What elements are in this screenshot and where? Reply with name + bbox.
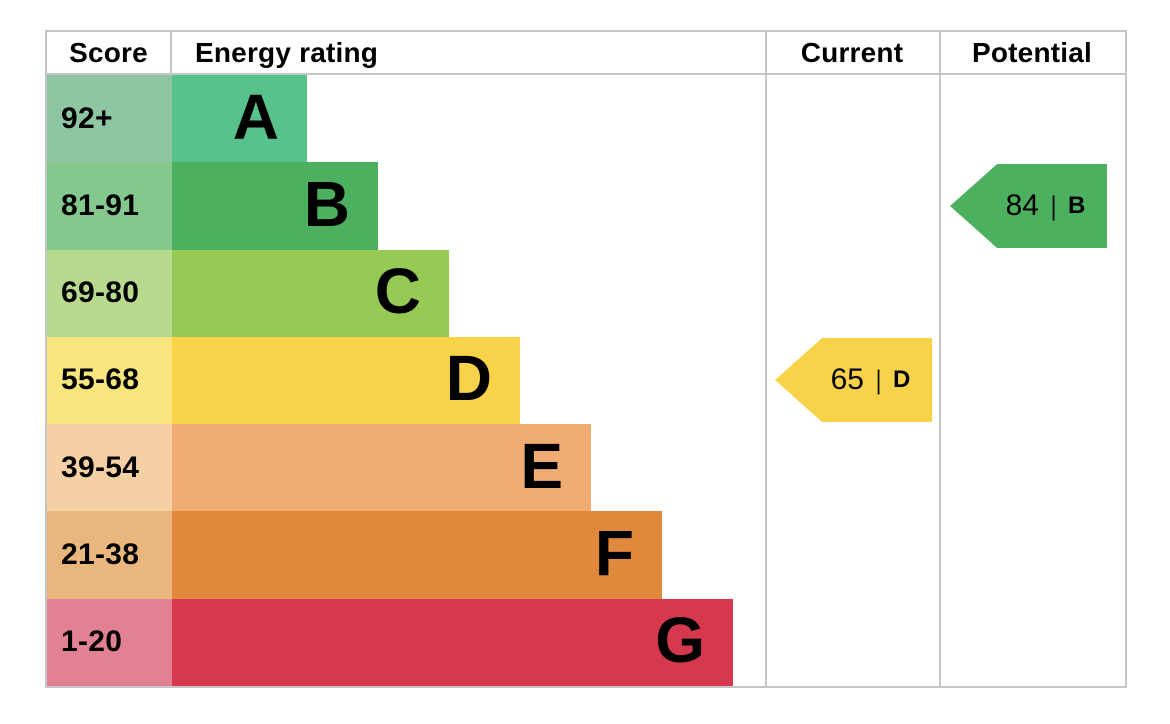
rating-bar-g: G — [172, 598, 733, 686]
score-cell: 21-38 — [47, 511, 172, 599]
rating-bar-a: A — [172, 75, 307, 163]
epc-table: Score Energy rating Current Potential 92… — [45, 30, 1127, 688]
band-row-f: 21-38 F — [47, 511, 1125, 599]
rating-bar-c: C — [172, 249, 449, 337]
rating-letter: E — [520, 429, 563, 502]
arrow-separator: | — [1050, 190, 1057, 221]
band-row-b: 81-91 B — [47, 162, 1125, 250]
score-cell: 81-91 — [47, 162, 172, 250]
rating-letter: A — [232, 80, 279, 153]
band-row-e: 39-54 E — [47, 424, 1125, 512]
band-row-c: 69-80 C — [47, 249, 1125, 337]
score-cell: 39-54 — [47, 424, 172, 512]
rating-bar-d: D — [172, 336, 520, 425]
band-row-a: 92+ A — [47, 75, 1125, 163]
current-score-value: 65 — [830, 363, 864, 396]
header-potential: Potential — [971, 36, 1093, 68]
header-current: Current — [800, 36, 904, 68]
current-band-letter: D — [893, 366, 911, 393]
potential-band-letter: B — [1068, 192, 1086, 219]
rating-bar-b: B — [172, 162, 378, 250]
score-cell: 55-68 — [47, 336, 172, 425]
rating-letter: B — [303, 167, 350, 240]
arrow-separator: | — [875, 364, 882, 395]
rating-bar-e: E — [172, 424, 591, 512]
band-row-g: 1-20 G — [47, 598, 1125, 686]
rating-letter: F — [594, 517, 634, 590]
potential-score-value: 84 — [1005, 189, 1039, 222]
rating-letter: C — [374, 255, 421, 328]
band-rows: 92+ A 81-91 B 69-80 C 55-68 — [47, 75, 1125, 686]
score-cell: 69-80 — [47, 249, 172, 337]
rating-letter: G — [655, 604, 705, 677]
column-divider-current — [765, 32, 767, 686]
rating-letter: D — [445, 342, 492, 415]
header-score: Score — [47, 32, 172, 73]
score-cell: 92+ — [47, 75, 172, 163]
table-header-row: Score Energy rating Current Potential — [47, 32, 1125, 75]
column-divider-potential — [939, 32, 941, 686]
header-energy-rating: Energy rating — [195, 36, 379, 68]
rating-bar-f: F — [172, 511, 662, 599]
score-cell: 1-20 — [47, 598, 172, 686]
band-row-d: 55-68 D — [47, 336, 1125, 425]
